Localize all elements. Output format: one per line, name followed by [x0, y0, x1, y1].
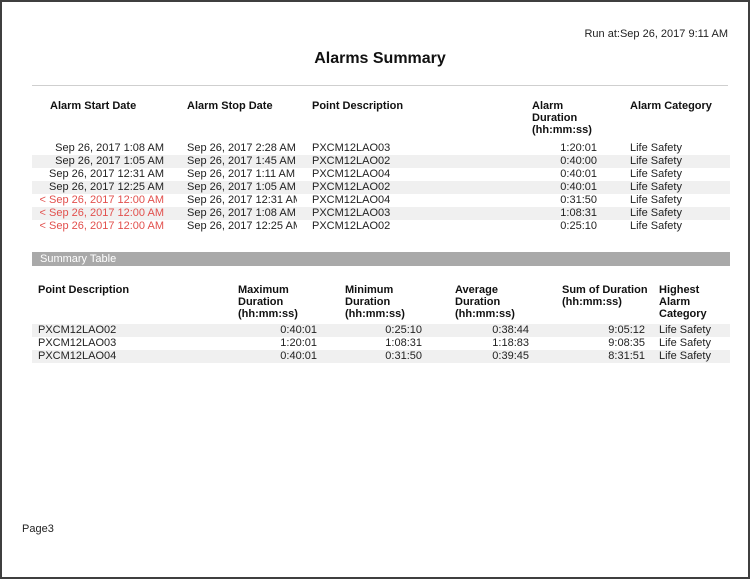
col-header-maximum-duration-unit: (hh:mm:ss)	[238, 308, 298, 320]
alarm-category: Life Safety	[630, 194, 682, 206]
minimum-duration: 1:08:31	[385, 337, 422, 349]
col-header-alarm-duration-unit: (hh:mm:ss)	[532, 124, 592, 136]
col-header-average-duration: Average Duration (hh:mm:ss)	[432, 284, 539, 324]
alarm-stop-date: Sep 26, 2017 1:08 AM	[187, 207, 296, 219]
minimum-duration: 0:25:10	[385, 324, 422, 336]
summary-table-section-label: Summary Table	[40, 253, 117, 265]
alarm-duration: 1:20:01	[560, 142, 597, 154]
alarm-start-date-flagged: < Sep 26, 2017 12:00 AM	[39, 194, 164, 206]
minimum-duration: 0:31:50	[385, 350, 422, 362]
sum-of-duration: 8:31:51	[608, 350, 645, 362]
col-header-alarm-category: Alarm Category	[630, 100, 712, 112]
alarm-start-date: Sep 26, 2017 12:31 AM	[49, 168, 164, 180]
alarm-category: Life Safety	[630, 142, 682, 154]
alarm-duration: 0:40:01	[560, 168, 597, 180]
col-header-alarm-start-date: Alarm Start Date	[50, 100, 137, 112]
alarm-stop-date: Sep 26, 2017 12:31 AM	[187, 194, 297, 206]
run-at-timestamp: Run at:Sep 26, 2017 9:11 AM	[584, 28, 728, 40]
sum-of-duration: 9:08:35	[608, 337, 645, 349]
alarm-stop-date: Sep 26, 2017 12:25 AM	[187, 220, 297, 232]
average-duration: 1:18:83	[492, 337, 529, 349]
alarm-duration: 1:08:31	[560, 207, 597, 219]
point-description: PXCM12LAO02	[312, 181, 391, 193]
average-duration: 0:38:44	[492, 324, 529, 336]
highest-alarm-category: Life Safety	[659, 324, 711, 336]
col-header-average-duration-label: Average Duration	[455, 284, 501, 308]
point-description: PXCM12LAO04	[312, 168, 391, 180]
table-row: PXCM12LAO03 1:20:01 1:08:31 1:18:83 9:08…	[32, 337, 730, 350]
summary-table-header-row: Point Description Maximum Duration (hh:m…	[32, 284, 730, 324]
col-header-sum-of-duration-unit: (hh:mm:ss)	[562, 296, 622, 308]
alarm-stop-date: Sep 26, 2017 1:05 AM	[187, 181, 296, 193]
point-description: PXCM12LAO03	[38, 337, 117, 349]
point-description: PXCM12LAO04	[38, 350, 117, 362]
header-divider	[32, 85, 728, 86]
table-row: < Sep 26, 2017 12:00 AM Sep 26, 2017 1:0…	[32, 207, 730, 220]
alarm-stop-date: Sep 26, 2017 2:28 AM	[187, 142, 296, 154]
table-row: PXCM12LAO02 0:40:01 0:25:10 0:38:44 9:05…	[32, 324, 730, 337]
col-header-alarm-stop-date: Alarm Stop Date	[187, 100, 273, 112]
sum-of-duration: 9:05:12	[608, 324, 645, 336]
col-header-minimum-duration: Minimum Duration (hh:mm:ss)	[327, 284, 432, 324]
alarm-category: Life Safety	[630, 155, 682, 167]
point-description: PXCM12LAO03	[312, 142, 391, 154]
col-header-minimum-duration-unit: (hh:mm:ss)	[345, 308, 405, 320]
point-description: PXCM12LAO04	[312, 194, 391, 206]
alarm-category: Life Safety	[630, 168, 682, 180]
table-row: Sep 26, 2017 1:05 AM Sep 26, 2017 1:45 A…	[32, 155, 730, 168]
col-header-alarm-duration-label: Alarm Duration	[532, 100, 578, 124]
page-number: Page3	[22, 523, 54, 535]
maximum-duration: 1:20:01	[280, 337, 317, 349]
alarm-category: Life Safety	[630, 220, 682, 232]
page-title: Alarms Summary	[314, 50, 446, 67]
summary-table: Point Description Maximum Duration (hh:m…	[32, 284, 730, 363]
alarm-start-date-flagged: < Sep 26, 2017 12:00 AM	[39, 207, 164, 219]
alarm-stop-date: Sep 26, 2017 1:11 AM	[187, 168, 296, 180]
col-header-point-description: Point Description	[312, 100, 404, 112]
col-header-average-duration-unit: (hh:mm:ss)	[455, 308, 515, 320]
alarm-start-date-flagged: < Sep 26, 2017 12:00 AM	[39, 220, 164, 232]
table-row: < Sep 26, 2017 12:00 AM Sep 26, 2017 12:…	[32, 194, 730, 207]
alarm-duration: 0:40:01	[560, 181, 597, 193]
col-header-sum-of-duration-label: Sum of Duration	[562, 284, 648, 296]
alarm-duration: 0:31:50	[560, 194, 597, 206]
alarm-duration: 0:25:10	[560, 220, 597, 232]
alarms-table-header-row: Alarm Start Date Alarm Stop Date Point D…	[32, 100, 730, 142]
highest-alarm-category: Life Safety	[659, 337, 711, 349]
col-header-maximum-duration: Maximum Duration (hh:mm:ss)	[232, 284, 327, 324]
point-description: PXCM12LAO02	[38, 324, 117, 336]
table-row: < Sep 26, 2017 12:00 AM Sep 26, 2017 12:…	[32, 220, 730, 233]
col-header-highest-alarm-category-label2: Category	[659, 308, 707, 320]
table-row: Sep 26, 2017 1:08 AM Sep 26, 2017 2:28 A…	[32, 142, 730, 155]
col-header-highest-alarm-category: Highest Alarm Category	[649, 284, 730, 324]
alarm-category: Life Safety	[630, 207, 682, 219]
col-header-alarm-duration: Alarm Duration (hh:mm:ss)	[517, 100, 607, 142]
summary-table-section-bar: Summary Table	[32, 252, 730, 266]
alarm-start-date: Sep 26, 2017 12:25 AM	[49, 181, 164, 193]
highest-alarm-category: Life Safety	[659, 350, 711, 362]
col-header-maximum-duration-label: Maximum Duration	[238, 284, 289, 308]
col-header-highest-alarm-category-label1: Highest Alarm	[659, 284, 700, 308]
table-row: Sep 26, 2017 12:25 AM Sep 26, 2017 1:05 …	[32, 181, 730, 194]
maximum-duration: 0:40:01	[280, 350, 317, 362]
col-header-point-description: Point Description	[38, 284, 130, 296]
col-header-sum-of-duration: Sum of Duration (hh:mm:ss)	[539, 284, 649, 324]
alarm-category: Life Safety	[630, 181, 682, 193]
point-description: PXCM12LAO03	[312, 207, 391, 219]
average-duration: 0:39:45	[492, 350, 529, 362]
maximum-duration: 0:40:01	[280, 324, 317, 336]
alarm-stop-date: Sep 26, 2017 1:45 AM	[187, 155, 296, 167]
alarm-start-date: Sep 26, 2017 1:05 AM	[55, 155, 164, 167]
point-description: PXCM12LAO02	[312, 220, 391, 232]
col-header-minimum-duration-label: Minimum Duration	[345, 284, 394, 308]
alarm-duration: 0:40:00	[560, 155, 597, 167]
alarms-table: Alarm Start Date Alarm Stop Date Point D…	[32, 100, 730, 233]
table-row: PXCM12LAO04 0:40:01 0:31:50 0:39:45 8:31…	[32, 350, 730, 363]
point-description: PXCM12LAO02	[312, 155, 391, 167]
table-row: Sep 26, 2017 12:31 AM Sep 26, 2017 1:11 …	[32, 168, 730, 181]
report-content: Run at:Sep 26, 2017 9:11 AM Alarms Summa…	[32, 28, 730, 363]
alarm-start-date: Sep 26, 2017 1:08 AM	[55, 142, 164, 154]
